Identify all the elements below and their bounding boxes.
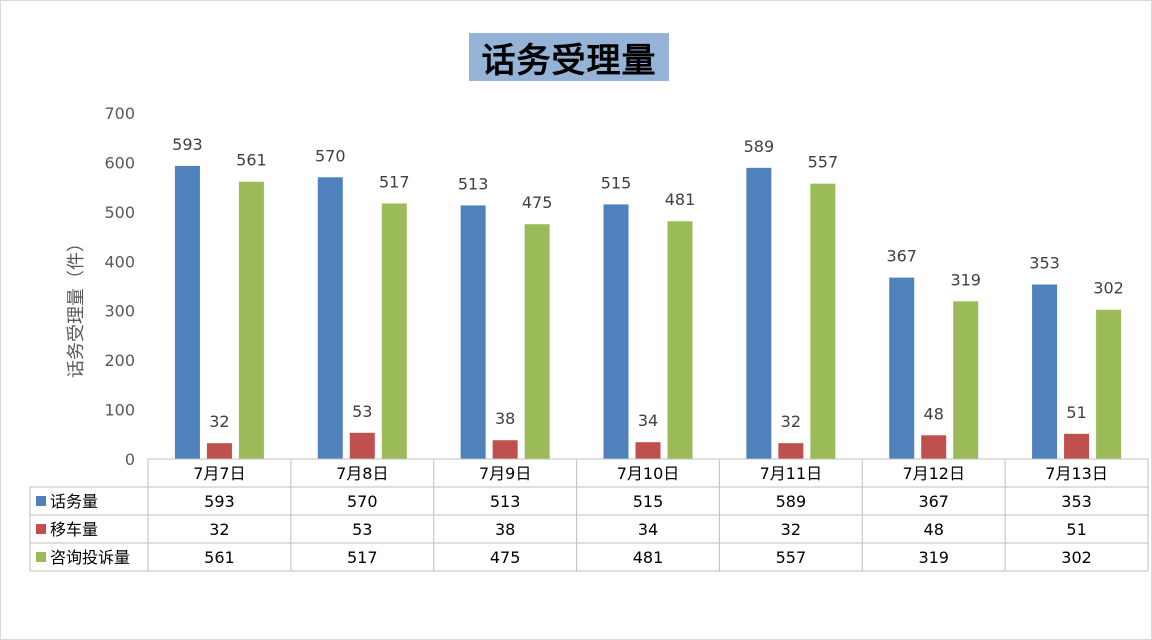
bar: [1096, 309, 1122, 459]
table-cell: 38: [495, 520, 515, 539]
table-cell: 319: [918, 548, 949, 567]
y-tick-label: 200: [104, 351, 135, 370]
bar: [238, 181, 264, 459]
table-cell: 593: [204, 492, 235, 511]
bar: [317, 177, 343, 459]
data-label: 367: [886, 247, 917, 266]
x-tick-label: 7月9日: [479, 464, 531, 483]
data-label: 319: [950, 270, 981, 289]
legend-swatch: [36, 552, 46, 562]
table-cell: 517: [347, 548, 378, 567]
legend-entry: 移车量: [50, 520, 98, 539]
bar: [524, 224, 550, 459]
x-tick-label: 7月13日: [1045, 464, 1108, 483]
data-label: 32: [209, 412, 229, 431]
bars: [174, 165, 1122, 460]
chart-title: 话务受理量: [469, 33, 669, 81]
y-tick-label: 300: [104, 302, 135, 321]
data-label: 38: [495, 409, 515, 428]
bar: [921, 435, 947, 459]
y-tick-label: 100: [104, 401, 135, 420]
bar: [1064, 433, 1090, 459]
x-tick-label: 7月11日: [760, 464, 823, 483]
bar: [778, 443, 804, 459]
table-cell: 475: [490, 548, 521, 567]
y-axis-ticks: 0 100 200 300 400 500 600 700: [104, 104, 135, 469]
table-cell: 557: [776, 548, 807, 567]
bar: [174, 165, 200, 460]
data-label: 48: [924, 404, 944, 423]
data-label: 517: [379, 172, 410, 191]
legend-entry: 咨询投诉量: [50, 548, 130, 567]
data-label: 53: [352, 402, 372, 421]
data-label: 51: [1066, 403, 1086, 422]
y-tick-label: 600: [104, 153, 135, 172]
x-tick-label: 7月8日: [336, 464, 388, 483]
data-label: 302: [1093, 279, 1124, 298]
data-label: 513: [458, 174, 489, 193]
bar: [667, 221, 693, 459]
bar: [635, 442, 661, 459]
data-label: 589: [744, 137, 775, 156]
legend-swatch: [36, 496, 46, 506]
table-cell: 570: [347, 492, 378, 511]
bar: [381, 203, 407, 459]
data-label: 570: [315, 146, 346, 165]
table-cell: 515: [633, 492, 664, 511]
bar: [889, 277, 915, 459]
table-cell: 561: [204, 548, 235, 567]
bar: [810, 183, 836, 459]
data-label: 561: [236, 151, 267, 170]
data-label: 593: [172, 135, 203, 154]
data-label: 353: [1029, 254, 1060, 273]
data-label: 475: [522, 193, 553, 212]
legend-swatch: [36, 524, 46, 534]
data-label: 515: [601, 173, 632, 192]
table-cell: 302: [1061, 548, 1092, 567]
x-tick-label: 7月10日: [617, 464, 680, 483]
y-axis-label: 话务受理量（件）: [66, 234, 87, 378]
bar: [460, 205, 486, 459]
table-cell: 589: [776, 492, 807, 511]
bar: [492, 440, 518, 459]
y-tick-label: 0: [125, 450, 135, 469]
data-label: 557: [808, 153, 839, 172]
table-cell: 53: [352, 520, 372, 539]
bar: [349, 432, 375, 459]
y-tick-label: 700: [104, 104, 135, 123]
x-tick-label: 7月12日: [902, 464, 965, 483]
table-cell: 353: [1061, 492, 1092, 511]
bar: [746, 167, 772, 459]
table-cell: 34: [638, 520, 658, 539]
legend-entry: 话务量: [50, 492, 98, 511]
y-tick-label: 400: [104, 252, 135, 271]
table-cell: 513: [490, 492, 521, 511]
x-tick-label: 7月7日: [193, 464, 245, 483]
bar: [1032, 284, 1058, 459]
data-label: 34: [638, 411, 658, 430]
table-cell: 48: [924, 520, 944, 539]
table-cell: 32: [209, 520, 229, 539]
bar: [953, 301, 979, 459]
table-cell: 32: [781, 520, 801, 539]
table-cell: 481: [633, 548, 664, 567]
y-tick-label: 500: [104, 203, 135, 222]
bar: [206, 443, 232, 459]
data-label: 32: [781, 412, 801, 431]
data-labels: 593 32 561 570 53 517 513 38 475 515 34 481 589 32 557…: [172, 135, 1124, 431]
data-label: 481: [665, 190, 696, 209]
table-cell: 51: [1066, 520, 1086, 539]
table-cell: 367: [918, 492, 949, 511]
bar: [603, 204, 629, 459]
